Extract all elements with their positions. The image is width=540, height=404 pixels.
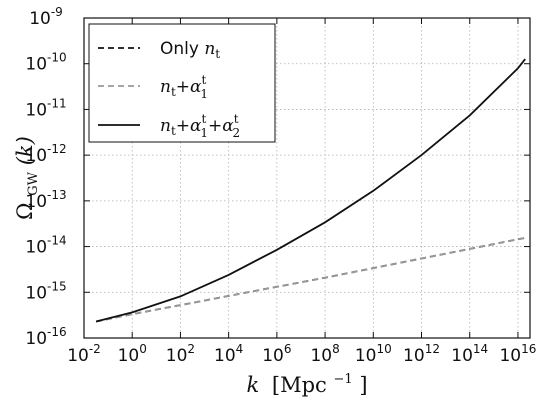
x-axis-title: k [Mpc −1 ] [246, 364, 367, 397]
y-tick-label: 10-10 [25, 51, 66, 75]
series-line-2 [95, 58, 526, 323]
y-tick-label: 10-14 [25, 234, 66, 258]
x-axis-unit-close: ] [359, 373, 367, 397]
x-axis-unit-exp: −1 [333, 372, 352, 387]
y-axis-arg: (k) [13, 136, 37, 165]
ticks [83, 17, 530, 339]
y-axis-title: Ω GW (k) [13, 136, 42, 220]
x-tick-label: 108 [310, 342, 339, 366]
x-tick-label: 10-2 [67, 342, 101, 366]
y-tick-labels: 10-16 10-15 10-14 10-13 10-12 10-11 10-10 10-9 [25, 5, 66, 349]
y-tick-label: 10-13 [25, 188, 66, 212]
series-layer [95, 58, 526, 323]
y-tick-label: 10-9 [29, 5, 63, 29]
x-tick-label: 1010 [355, 342, 392, 366]
x-axis-unit: [Mpc [272, 373, 327, 397]
plot-frame [83, 17, 531, 339]
x-tick-label: 106 [262, 342, 291, 366]
y-tick-label: 10-15 [25, 279, 66, 303]
y-tick-label: 10-11 [25, 96, 66, 120]
x-tick-labels: 10-2 100 102 104 106 108 1010 1012 1014 1016 [67, 342, 536, 366]
y-tick-label: 10-16 [25, 325, 66, 349]
x-tick-label: 1014 [451, 342, 488, 366]
y-tick-label: 10-12 [25, 142, 66, 166]
x-tick-label: 1016 [499, 342, 536, 366]
x-tick-label: 1012 [403, 342, 440, 366]
x-axis-var: k [246, 373, 259, 397]
x-tick-label: 100 [118, 342, 147, 366]
legend-box [88, 23, 276, 143]
y-axis-base: Ω [13, 202, 37, 219]
legend-label-1: nt+αt 1 [160, 73, 208, 101]
y-axis-sub: GW [26, 171, 41, 195]
series-line-1 [95, 237, 526, 323]
x-tick-label: 102 [166, 342, 195, 366]
legend: Only nt nt+αt 1 nt+αt 1+αt 2 [88, 23, 276, 143]
legend-label-2: nt+αt 1+αt 2 [160, 112, 240, 140]
legend-label-0: Only nt [160, 39, 220, 61]
x-tick-label: 104 [214, 342, 243, 366]
